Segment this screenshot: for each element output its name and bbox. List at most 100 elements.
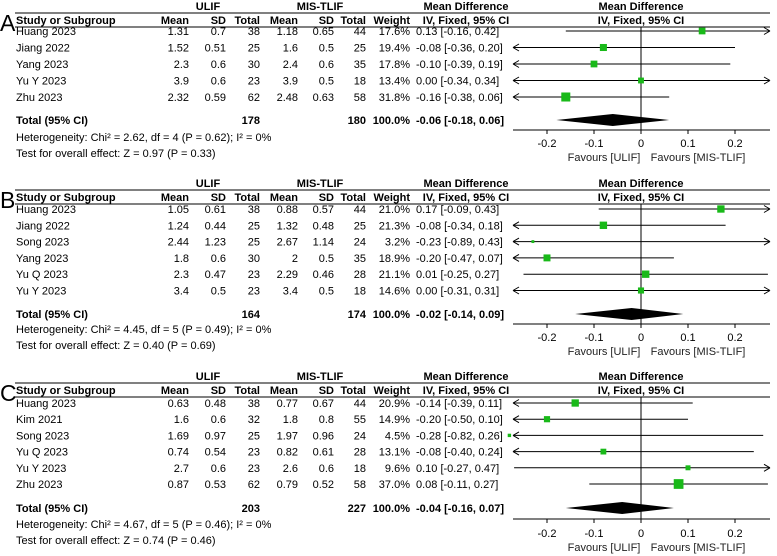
total-label: Total (95% CI): [16, 115, 88, 127]
x-tick-label: -0.1: [585, 332, 604, 344]
ci-arrow-left: [512, 221, 520, 230]
effect-square: [590, 60, 598, 68]
weight-value: 21.1%: [379, 269, 410, 281]
sd-mis-tlif: 0.46: [313, 269, 334, 281]
study-row: Yu Q 2023 0.74 0.54 23 0.82 0.61 28 13.1% -0.08 …: [16, 447, 754, 459]
study-name: Yang 2023: [16, 253, 68, 265]
favours-right-label: Favours [MIS-TLIF]: [651, 542, 746, 554]
panel-letter: C: [0, 380, 17, 406]
effect-square: [673, 479, 684, 489]
favours-right-label: Favours [MIS-TLIF]: [651, 346, 746, 358]
total-weight: 100.0%: [373, 309, 411, 321]
total-mis-tlif: 44: [354, 26, 366, 38]
study-row: Yu Y 2023 3.9 0.6 23 3.9 0.5 18 13.4% 0.00 [-0.3…: [16, 76, 771, 88]
study-column-header: Study or Subgroup: [16, 192, 116, 204]
plot-method-header: IV, Fixed, 95% CI: [598, 192, 684, 204]
mean-mis-tlif: 1.97: [277, 430, 298, 442]
total-ulif: 23: [248, 286, 260, 298]
group-header-mis-tlif: MIS-TLIF: [297, 178, 344, 190]
weight-value: 21.0%: [379, 204, 410, 216]
mean-header-mis-tlif: Mean: [270, 15, 298, 27]
mean-difference-ci: 0.10 [-0.27, 0.47]: [416, 463, 499, 475]
weight-value: 9.6%: [385, 463, 410, 475]
effect-square: [571, 399, 579, 407]
mean-mis-tlif: 3.9: [283, 76, 298, 88]
mean-difference-ci: -0.08 [-0.40, 0.24]: [416, 447, 503, 459]
group-header-ulif: ULIF: [196, 178, 221, 190]
method-header: IV, Fixed, 95% CI: [423, 15, 509, 27]
weight-value: 37.0%: [379, 479, 410, 491]
total-ulif: 62: [248, 479, 260, 491]
sd-ulif: 1.23: [205, 237, 226, 249]
mean-difference-header: Mean Difference: [424, 371, 509, 383]
total-ci: -0.02 [-0.14, 0.09]: [416, 309, 504, 321]
effect-square: [543, 416, 551, 423]
total-ulif: 25: [248, 430, 260, 442]
total-ulif: 38: [248, 204, 260, 216]
total-ci: -0.04 [-0.16, 0.07]: [416, 503, 504, 515]
mean-ulif: 0.87: [168, 479, 189, 491]
study-name: Song 2023: [16, 237, 69, 249]
forest-panel-a: A ULIF MIS-TLIF Mean Difference Mean Differe…: [0, 1, 771, 164]
total-ulif: 25: [248, 43, 260, 55]
mean-mis-tlif: 0.88: [277, 204, 298, 216]
total-n-mis-tlif: 180: [348, 115, 366, 127]
sd-ulif: 0.61: [205, 204, 226, 216]
mean-header-mis-tlif: Mean: [270, 192, 298, 204]
study-row: Yang 2023 2.3 0.6 30 2.4 0.6 35 17.8% -0.10 [-0.…: [16, 59, 731, 71]
study-row: Huang 2023 0.63 0.48 38 0.77 0.67 44 20.9% -0.14…: [16, 398, 693, 410]
effect-square: [642, 270, 650, 278]
mean-ulif: 2.3: [174, 269, 189, 281]
total-mis-tlif: 18: [354, 463, 366, 475]
total-n-ulif: 164: [242, 309, 261, 321]
overall-effect-text: Test for overall effect: Z = 0.97 (P = 0…: [16, 148, 216, 160]
mean-ulif: 1.24: [168, 220, 189, 232]
study-name: Yu Y 2023: [16, 286, 66, 298]
effect-square: [531, 240, 535, 244]
mean-difference-ci: 0.00 [-0.34, 0.34]: [416, 76, 499, 88]
sd-ulif: 0.6: [211, 463, 226, 475]
x-tick-label: -0.1: [585, 138, 604, 150]
mean-mis-tlif: 2.29: [277, 269, 298, 281]
x-tick-label: -0.1: [585, 528, 604, 540]
sd-mis-tlif: 0.96: [313, 430, 334, 442]
mean-ulif: 3.4: [174, 286, 189, 298]
pooled-diamond: [575, 308, 684, 320]
ci-arrow-right: [763, 463, 771, 472]
study-row: Yu Y 2023 2.7 0.6 23 2.6 0.6 18 9.6% 0.10 [-0.27…: [16, 463, 771, 475]
study-name: Zhu 2023: [16, 92, 62, 104]
weight-value: 14.6%: [379, 286, 410, 298]
ci-arrow-left: [512, 447, 520, 456]
study-column-header: Study or Subgroup: [16, 385, 116, 397]
study-column-header: Study or Subgroup: [16, 15, 116, 27]
effect-square: [561, 92, 571, 102]
sd-mis-tlif: 0.67: [313, 398, 334, 410]
x-tick-label: -0.2: [538, 138, 557, 150]
weight-value: 3.2%: [385, 237, 410, 249]
heterogeneity-text: Heterogeneity: Chi² = 4.45, df = 5 (P = …: [16, 324, 272, 336]
ci-arrow-left: [512, 60, 520, 68]
sd-ulif: 0.97: [205, 430, 226, 442]
mean-difference-ci: 0.08 [-0.11, 0.27]: [416, 479, 498, 491]
weight-value: 20.9%: [379, 398, 410, 410]
group-header-mis-tlif: MIS-TLIF: [297, 1, 344, 13]
sd-ulif: 0.44: [205, 220, 226, 232]
study-name: Yu Q 2023: [16, 269, 68, 281]
mean-ulif: 0.63: [168, 398, 189, 410]
sd-ulif: 0.54: [205, 447, 226, 459]
mean-mis-tlif: 0.82: [277, 447, 298, 459]
weight-value: 13.4%: [379, 76, 410, 88]
mean-ulif: 2.3: [174, 59, 189, 71]
mean-ulif: 1.52: [168, 43, 189, 55]
total-mis-tlif: 44: [354, 398, 366, 410]
mean-ulif: 1.8: [174, 253, 189, 265]
mean-header-mis-tlif: Mean: [270, 385, 298, 397]
x-tick-label: -0.2: [538, 528, 557, 540]
overall-effect-text: Test for overall effect: Z = 0.40 (P = 0…: [16, 340, 216, 352]
mean-ulif: 1.05: [168, 204, 189, 216]
sd-ulif: 0.6: [211, 76, 226, 88]
sd-header-ulif: SD: [211, 385, 226, 397]
total-ulif: 23: [248, 463, 260, 475]
weight-header: Weight: [374, 15, 411, 27]
weight-value: 17.6%: [379, 26, 410, 38]
